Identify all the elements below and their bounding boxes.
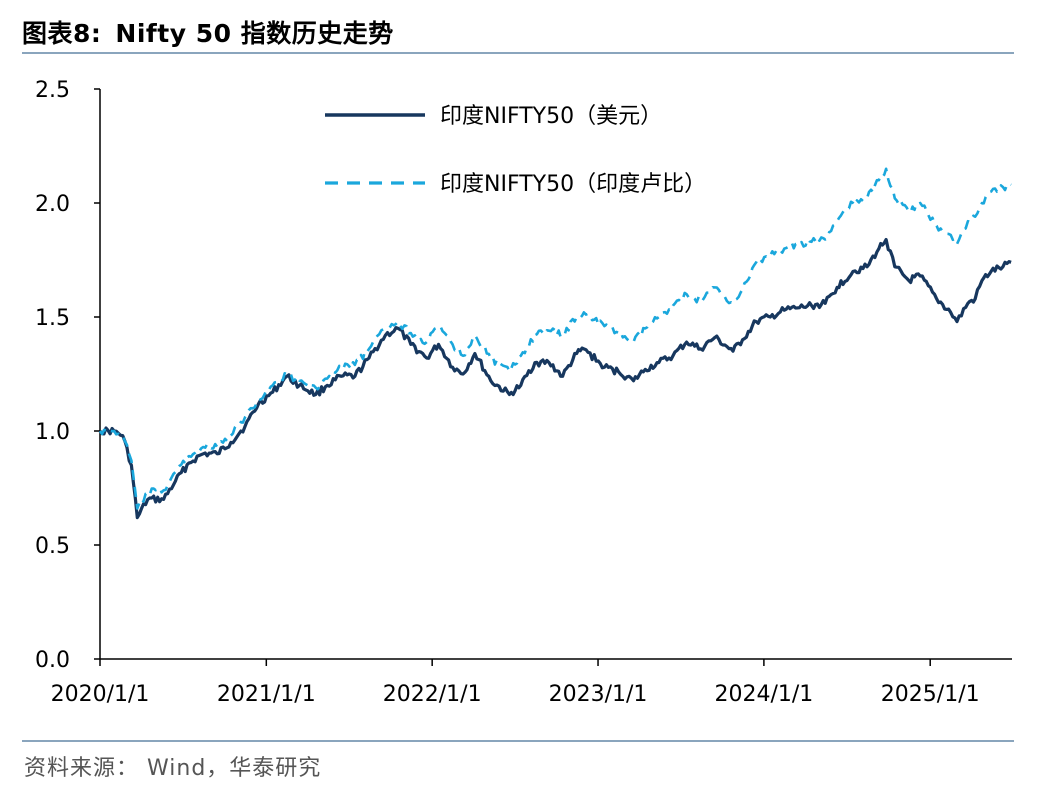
x-tick-label: 2023/1/1 [549,682,648,707]
x-tick-label: 2025/1/1 [881,682,980,707]
series-line-inr [98,167,1012,510]
title-divider [22,52,1014,54]
source-note: 资料来源： Wind，华泰研究 [24,756,322,781]
x-tick-label: 2022/1/1 [383,682,482,707]
y-tick-label: 1.0 [35,420,70,445]
y-tick-label: 0.5 [35,534,70,559]
y-tick-label: 1.5 [35,306,70,331]
legend-label-inr: 印度NIFTY50（印度卢比） [440,172,706,197]
y-tick-label: 0.0 [35,648,70,673]
x-tick-label: 2021/1/1 [217,682,316,707]
x-tick-label: 2020/1/1 [51,682,150,707]
chart-legend: 印度NIFTY50（美元） 印度NIFTY50（印度卢比） [325,104,706,197]
series-line-usd [98,237,1012,520]
legend-label-usd: 印度NIFTY50（美元） [440,104,662,129]
figure-title: 图表8: Nifty 50 指数历史走势 [22,14,394,50]
y-tick-label: 2.0 [35,192,70,217]
y-tick-label: 2.5 [35,78,70,103]
chart-axes: 0.0 0.5 1.0 1.5 2.0 2.5 2020/1/1 2021/1/1 2022/1… [35,78,1012,707]
x-tick-label: 2024/1/1 [714,682,813,707]
line-chart: 0.0 0.5 1.0 1.5 2.0 2.5 2020/1/1 2021/1/1 2022/1… [35,78,1012,707]
figure-label: 图表8: [22,19,102,48]
chart-title: Nifty 50 指数历史走势 [115,19,394,48]
chart-series-layer [98,167,1012,520]
source-divider [22,740,1014,742]
